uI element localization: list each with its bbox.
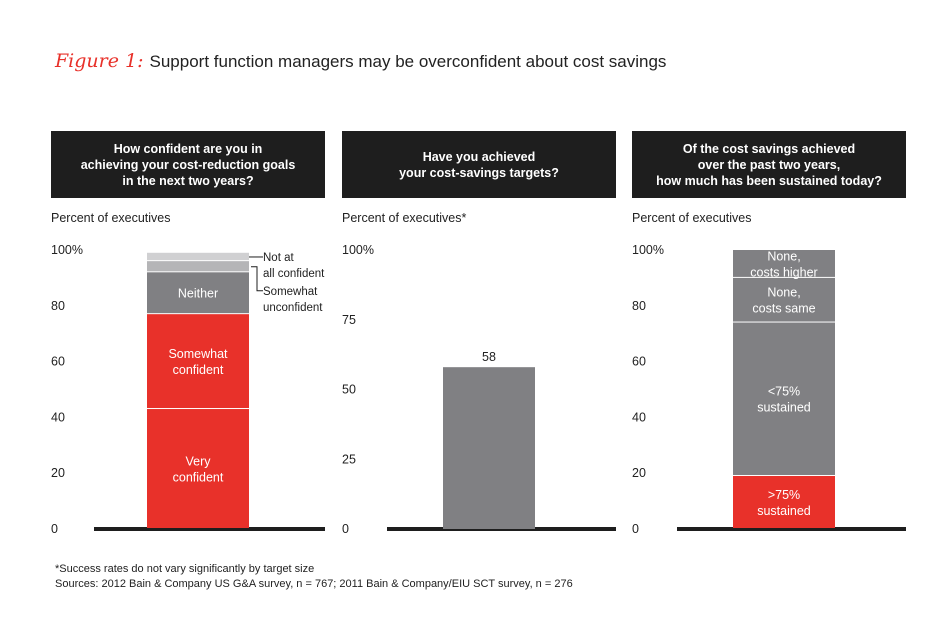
panel-3-ytick: 0	[632, 522, 639, 536]
panel-3-bar-segment	[733, 322, 835, 475]
panel-3-ytick: 40	[632, 410, 646, 424]
panel-2-ylabel: Percent of executives*	[342, 211, 467, 225]
panel-3-bar-segment	[733, 475, 835, 528]
panel-2-ytick: 0	[342, 522, 349, 536]
callout-label: Not at all confident	[263, 252, 325, 280]
panel-1-ytick: 40	[51, 410, 65, 424]
panel-1-bar-segment	[147, 409, 249, 528]
figure-label: Figure 1:	[55, 50, 144, 72]
panel-1-ytick: 80	[51, 299, 65, 313]
panel-3-segment-label: None, costs higher	[750, 249, 817, 279]
panel-1-segment-label: Neither	[178, 287, 218, 301]
panel-1-question: How confident are you in achieving your …	[51, 131, 325, 198]
panel-3-segment-label: >75% sustained	[757, 488, 811, 518]
panel-3-ytick: 80	[632, 299, 646, 313]
figure-title-text: Support function managers may be overcon…	[149, 52, 667, 71]
panel-2-question: Have you achieved your cost-savings targ…	[342, 131, 616, 198]
callout-label: Somewhat unconfident	[263, 286, 323, 314]
panel-1-segment-label: Somewhat confident	[168, 347, 228, 377]
panel-1-ytick: 0	[51, 522, 58, 536]
panel-1-bar-segment	[147, 261, 249, 272]
panel-2-ytick: 100%	[342, 243, 374, 257]
footnote: *Success rates do not vary significantly…	[55, 563, 315, 575]
panel-3-ytick: 20	[632, 466, 646, 480]
panel-2-ytick: 25	[342, 452, 356, 466]
panel-2-ytick: 75	[342, 313, 356, 327]
panel-1-ytick: 20	[51, 466, 65, 480]
panel-3-ytick: 100%	[632, 243, 664, 257]
panel-1-bar-segment	[147, 314, 249, 409]
figure-title: Figure 1: Support function managers may b…	[55, 50, 666, 72]
panel-3-ytick: 60	[632, 355, 646, 369]
callout-leader	[251, 266, 263, 292]
panel-3-ylabel: Percent of executives	[632, 211, 752, 225]
panel-1-ytick: 100%	[51, 243, 83, 257]
panel-2-bar	[443, 367, 535, 529]
panel-1-ytick: 60	[51, 355, 65, 369]
panel-3-segment-label: None, costs same	[752, 286, 815, 316]
panel-1-bar-segment	[147, 272, 249, 314]
panel-1-ylabel: Percent of executives	[51, 211, 171, 225]
sources-note: Sources: 2012 Bain & Company US G&A surv…	[55, 578, 573, 590]
panel-2-data-label: 58	[482, 350, 496, 364]
panel-3-segment-label: <75% sustained	[757, 385, 811, 415]
panel-1-segment-label: Very confident	[173, 454, 224, 484]
panel-3-bar-segment	[733, 277, 835, 322]
panel-1-bar-segment	[147, 252, 249, 261]
panel-3-question: Of the cost savings achieved over the pa…	[632, 131, 906, 198]
panel-3-bar-segment	[733, 250, 835, 277]
panel-2-ytick: 50	[342, 383, 356, 397]
